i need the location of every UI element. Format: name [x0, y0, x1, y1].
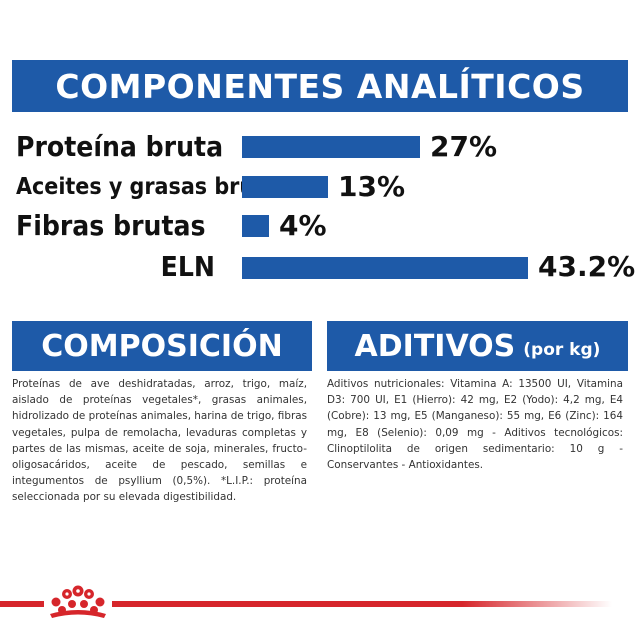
row-value: 43.2% [538, 250, 636, 283]
row-bar [242, 215, 269, 237]
analytics-row-eln: ELN 43.2% [0, 249, 640, 285]
row-bar [242, 257, 528, 279]
row-label: Fibras brutas [16, 209, 206, 242]
royal-canin-crown-icon [44, 584, 112, 620]
row-value: 27% [430, 130, 498, 163]
analytics-row-fiber: Fibras brutas 4% [0, 208, 640, 244]
aditivos-text: Aditivos nutricionales: Vitamina A: 1350… [327, 378, 623, 472]
composicion-title: COMPOSICIÓN [12, 321, 312, 371]
footer-red-line [112, 601, 612, 607]
analytics-row-fat: Aceites y grasas brutos 13% [0, 169, 640, 205]
analytics-row-protein: Proteína bruta 27% [0, 129, 640, 165]
row-value: 13% [338, 170, 406, 203]
analytics-title: COMPONENTES ANALÍTICOS [12, 60, 628, 112]
row-bar [242, 176, 328, 198]
row-value: 4% [279, 209, 327, 242]
aditivos-header: ADITIVOS (por kg) [327, 321, 628, 371]
row-label: ELN [160, 250, 215, 283]
row-bar [242, 136, 420, 158]
aditivos-subtitle: (por kg) [523, 340, 601, 360]
footer-red-line-left [0, 601, 44, 607]
row-label: Proteína bruta [16, 130, 224, 163]
composicion-text: Proteínas de ave deshidratadas, arroz, t… [12, 378, 307, 504]
aditivos-title: ADITIVOS [354, 328, 516, 364]
